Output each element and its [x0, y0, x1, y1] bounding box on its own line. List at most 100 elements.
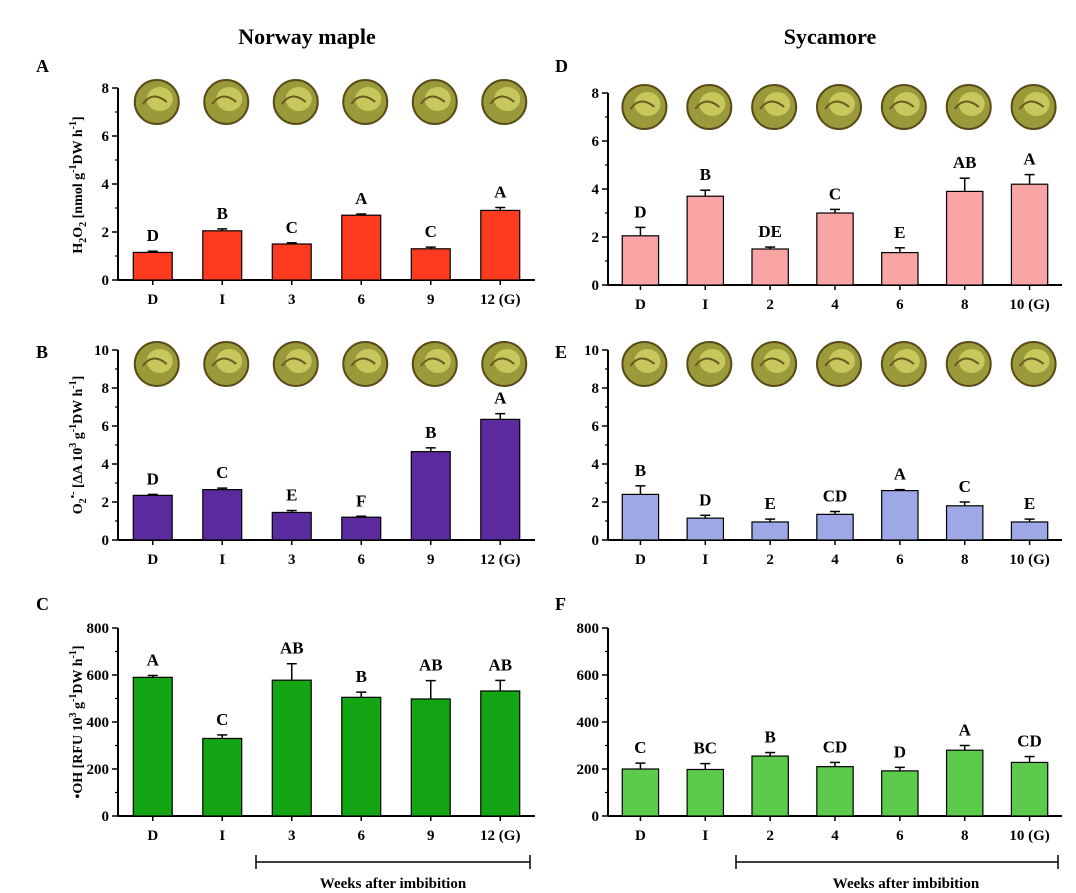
- y-tick-label: 4: [102, 177, 110, 193]
- significance-letter: E: [764, 494, 775, 513]
- y-tick-label: 8: [102, 381, 110, 397]
- y-tick-label: 0: [102, 533, 110, 549]
- bar: [751, 755, 789, 817]
- y-tick-label: 600: [87, 668, 110, 684]
- y-tick-label: 10: [584, 343, 599, 359]
- category-label: D: [635, 828, 646, 844]
- title-norway-maple: Norway maple: [238, 24, 376, 49]
- bar: [132, 494, 173, 541]
- category-label: D: [635, 297, 646, 313]
- weeks-label-right: Weeks after imbibition: [833, 876, 980, 892]
- significance-letter: B: [356, 667, 367, 686]
- y-tick-label: 800: [577, 621, 600, 637]
- category-label: I: [219, 292, 225, 308]
- bar: [341, 516, 382, 541]
- bar: [686, 195, 725, 286]
- bar: [341, 696, 382, 817]
- y-tick-label: 4: [592, 457, 600, 473]
- ylabel-h2o2: H2O2 [nmol g-1DW h-1]: [68, 116, 89, 253]
- category-label: 12 (G): [480, 552, 520, 568]
- title-sycamore: Sycamore: [784, 24, 877, 49]
- significance-letter: B: [700, 165, 711, 184]
- significance-letter: D: [147, 469, 159, 488]
- seed-image: [945, 84, 992, 130]
- category-label: 2: [766, 297, 774, 313]
- category-label: 3: [288, 292, 296, 308]
- seed-image: [411, 79, 458, 125]
- category-label: 9: [427, 552, 435, 568]
- y-tick-label: 0: [102, 809, 110, 825]
- panel-letter: F: [555, 594, 566, 614]
- category-label: 8: [961, 828, 969, 844]
- category-label: 8: [961, 552, 969, 568]
- significance-letter: C: [634, 738, 646, 757]
- category-label: 3: [288, 552, 296, 568]
- category-label: 6: [896, 297, 904, 313]
- category-label: 9: [427, 828, 435, 844]
- category-label: 12 (G): [480, 292, 520, 308]
- category-label: 3: [288, 828, 296, 844]
- bar: [410, 698, 451, 817]
- category-label: 10 (G): [1009, 297, 1049, 313]
- bar: [271, 243, 312, 281]
- significance-letter: CD: [1017, 732, 1042, 751]
- significance-letter: A: [147, 650, 160, 669]
- significance-letter: CD: [823, 487, 848, 506]
- y-tick-label: 4: [102, 457, 110, 473]
- y-tick-label: 400: [577, 715, 600, 731]
- seed-image: [203, 341, 250, 387]
- y-tick-label: 6: [102, 129, 110, 145]
- category-label: D: [635, 552, 646, 568]
- significance-letter: B: [425, 423, 436, 442]
- bar: [271, 679, 312, 817]
- category-label: 6: [896, 552, 904, 568]
- category-label: 4: [831, 828, 839, 844]
- category-label: 6: [358, 828, 366, 844]
- seed-image: [880, 84, 927, 130]
- significance-letter: A: [355, 189, 368, 208]
- panel-b: B 0 2 4 6 8 10 D D C I E 3 F 6 B 9 A 12 (G): [36, 341, 535, 568]
- significance-letter: D: [699, 490, 711, 509]
- bar: [202, 489, 243, 541]
- y-tick-label: 2: [102, 225, 110, 241]
- significance-letter: DE: [758, 222, 782, 241]
- significance-letter: C: [216, 463, 228, 482]
- significance-letter: E: [1024, 494, 1035, 513]
- y-tick-label: 8: [102, 81, 110, 97]
- significance-letter: CD: [823, 737, 848, 756]
- y-tick-label: 4: [592, 182, 600, 198]
- significance-letter: BC: [693, 739, 717, 758]
- category-label: 9: [427, 292, 435, 308]
- bar: [816, 766, 854, 817]
- bar: [686, 768, 725, 817]
- seed-image: [880, 341, 927, 387]
- weeks-bracket-left: [255, 855, 531, 869]
- seed-image: [272, 79, 319, 125]
- category-label: 6: [358, 552, 366, 568]
- significance-letter: AB: [953, 153, 977, 172]
- seed-image: [816, 84, 862, 130]
- category-label: D: [147, 292, 158, 308]
- significance-letter: AB: [280, 639, 304, 658]
- bar: [480, 418, 521, 541]
- seed-image: [1010, 84, 1057, 130]
- y-tick-label: 6: [592, 419, 600, 435]
- category-label: 10 (G): [1009, 552, 1049, 568]
- y-tick-label: 0: [102, 273, 110, 289]
- category-label: 4: [831, 297, 839, 313]
- significance-letter: C: [829, 184, 841, 203]
- bar: [202, 737, 243, 817]
- weeks-bracket-right: [735, 855, 1059, 869]
- category-label: I: [219, 552, 225, 568]
- y-tick-label: 6: [592, 134, 600, 150]
- y-tick-label: 200: [87, 762, 110, 778]
- category-label: D: [147, 828, 158, 844]
- panel-letter: E: [555, 342, 567, 362]
- y-tick-label: 8: [592, 86, 600, 102]
- bar: [410, 451, 451, 541]
- category-label: 6: [358, 292, 366, 308]
- y-tick-label: 10: [94, 343, 109, 359]
- seed-image: [481, 79, 528, 125]
- seed-image: [411, 341, 458, 387]
- seed-image: [272, 341, 319, 387]
